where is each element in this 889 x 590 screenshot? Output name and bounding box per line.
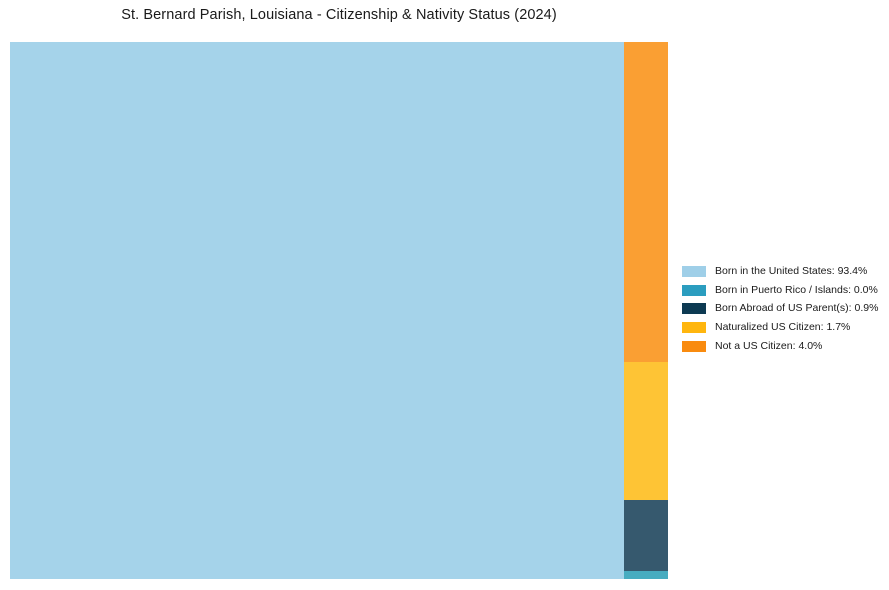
treemap-plot — [10, 42, 668, 579]
legend-swatch-icon — [682, 340, 706, 352]
legend-swatch-icon — [682, 303, 706, 315]
legend-swatch-icon — [682, 284, 706, 296]
legend-swatch-icon — [682, 322, 706, 334]
treemap-tile-naturalized-us-citizen[interactable] — [624, 362, 668, 500]
legend-item-naturalized-us-citizen[interactable]: Naturalized US Citizen: 1.7% — [682, 321, 878, 334]
legend-item-label: Born in the United States: 93.4% — [715, 265, 868, 277]
legend-item-label: Naturalized US Citizen: 1.7% — [715, 321, 851, 334]
chart-title: St. Bernard Parish, Louisiana - Citizens… — [121, 7, 557, 23]
legend-item-born-abroad-of-us-parents[interactable]: Born Abroad of US Parent(s): 0.9% — [682, 302, 879, 315]
treemap-tile-born-in-united-states[interactable] — [10, 42, 624, 579]
chart-legend: Born in the United States: 93.4% Born in… — [682, 266, 878, 359]
treemap-tile-born-abroad-of-us-parents[interactable] — [624, 500, 668, 571]
legend-item-not-a-us-citizen[interactable]: Not a US Citizen: 4.0% — [682, 339, 878, 352]
legend-item-born-in-puerto-rico-islands[interactable]: Born in Puerto Rico / Islands: 0.0% — [682, 283, 878, 296]
legend-item-label: Born in Puerto Rico / Islands: 0.0% — [715, 283, 878, 296]
treemap-tile-not-a-us-citizen[interactable] — [624, 42, 668, 362]
legend-swatch-icon — [682, 266, 706, 277]
legend-item-born-in-united-states[interactable]: Born in the United States: 93.4% — [682, 266, 878, 277]
legend-item-label: Not a US Citizen: 4.0% — [715, 339, 823, 352]
legend-item-label: Born Abroad of US Parent(s): 0.9% — [715, 302, 879, 315]
treemap-tile-born-in-puerto-rico-islands[interactable] — [624, 571, 668, 579]
